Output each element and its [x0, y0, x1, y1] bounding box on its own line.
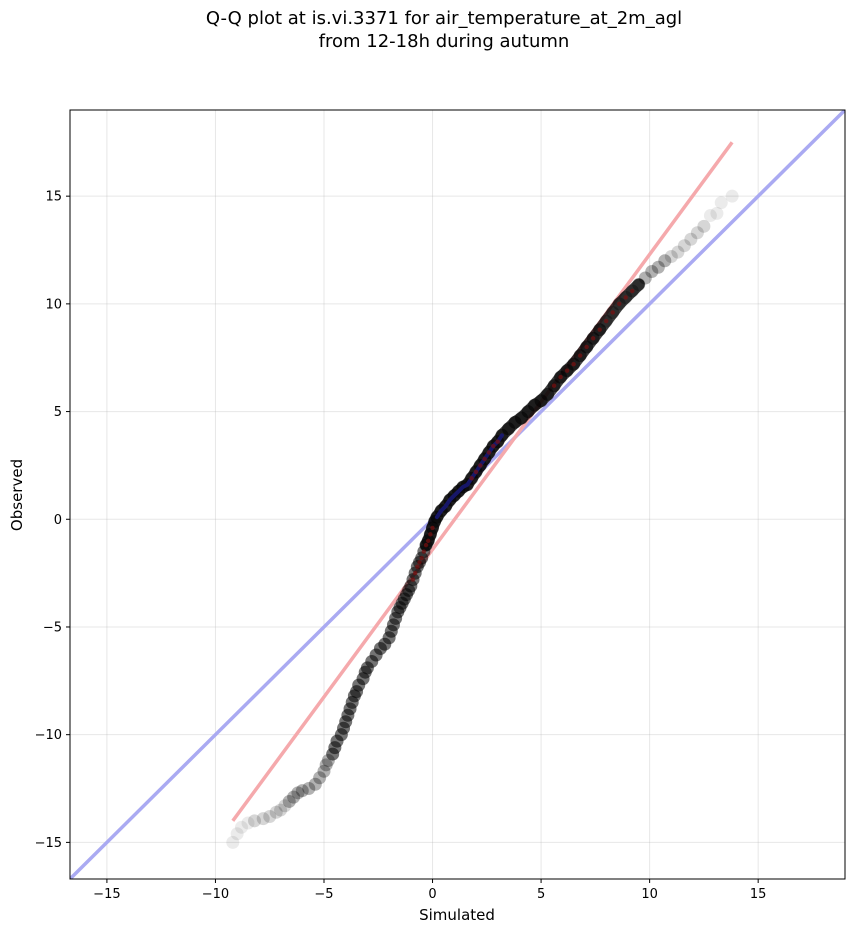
quantile-point	[282, 794, 296, 808]
quantile-point	[671, 245, 685, 259]
dense-red-overlap	[630, 288, 635, 294]
dense-red-overlap	[491, 443, 496, 449]
x-tick-label: −15	[93, 887, 120, 902]
dense-red-overlap	[558, 374, 563, 380]
y-tick-label: 5	[54, 405, 62, 420]
y-tick-label: 0	[54, 513, 62, 528]
quantile-point	[313, 771, 327, 785]
quantile-point	[684, 232, 698, 246]
dense-red-overlap	[564, 368, 570, 373]
dense-red-overlap	[473, 469, 479, 475]
dense-red-overlap	[617, 301, 622, 307]
quantile-point	[677, 239, 691, 253]
dense-red-overlap	[482, 456, 487, 462]
x-tick-label: −5	[314, 887, 333, 902]
quantile-point	[319, 758, 333, 772]
dense-red-overlap	[623, 295, 628, 300]
quantile-point	[714, 196, 728, 210]
quantile-point	[651, 260, 665, 274]
dense-red-overlap	[428, 532, 433, 537]
fit-line	[231, 141, 734, 822]
dense-red-overlap	[421, 549, 427, 554]
dense-red-overlap	[478, 463, 483, 468]
dense-red-overlap	[423, 542, 429, 548]
y-tick-label: −10	[35, 728, 62, 743]
axis-ticks: −15 −10 −5 0 5 10 15 −15 −10 −5 0 5 10 15	[35, 190, 767, 902]
quantile-point	[703, 209, 717, 223]
quantile-point	[263, 810, 277, 824]
quantile-point	[248, 814, 262, 828]
quantile-point	[287, 790, 301, 804]
dense-red-overlap	[419, 555, 424, 561]
quantile-point	[291, 786, 305, 800]
x-tick-label: 5	[537, 887, 545, 902]
x-tick-label: 0	[428, 887, 436, 902]
dense-red-overlap	[597, 327, 602, 332]
x-axis-label: Simulated	[419, 906, 495, 924]
dense-red-overlap	[417, 560, 422, 565]
dense-red-overlap	[425, 538, 431, 544]
dense-red-overlap	[430, 525, 435, 531]
quantile-point	[690, 226, 704, 240]
dense-red-overlap	[469, 476, 474, 481]
quantile-point	[725, 189, 739, 203]
quantile-point	[230, 827, 244, 841]
y-tick-label: −15	[35, 836, 62, 851]
quantile-point	[645, 265, 659, 279]
quantile-point	[274, 803, 288, 817]
dense-red-overlap	[495, 439, 500, 444]
quantile-point	[302, 782, 316, 796]
y-axis-label: Observed	[8, 459, 26, 531]
dense-red-overlap	[412, 570, 418, 576]
chart-title-line-1: Q-Q plot at is.vi.3371 for air_temperatu…	[205, 8, 683, 29]
quantile-point	[664, 249, 678, 263]
dense-red-overlap	[577, 353, 583, 358]
quantile-point	[269, 805, 283, 819]
dense-overlay	[410, 278, 645, 582]
quantile-point	[308, 777, 322, 791]
dense-red-overlap	[590, 336, 596, 341]
quantile-point	[710, 206, 724, 220]
quantile-point	[241, 816, 255, 830]
y-tick-label: 15	[45, 190, 62, 205]
dense-red-overlap	[410, 577, 416, 582]
chart-title-line-2: from 12-18h during autumn	[318, 31, 570, 52]
dense-red-overlap	[551, 383, 557, 388]
quantile-point	[226, 835, 240, 849]
x-tick-label: 10	[641, 887, 658, 902]
plot-frame	[69, 109, 846, 880]
grid-lines	[70, 110, 845, 879]
quantile-point	[697, 219, 711, 233]
quantile-point	[256, 812, 270, 826]
x-tick-label: 15	[750, 887, 767, 902]
y-tick-label: −5	[43, 620, 62, 635]
quantile-point	[317, 764, 331, 778]
quantile-point	[234, 820, 248, 834]
quantile-point	[658, 254, 672, 268]
dense-red-overlap	[604, 318, 609, 324]
dense-red-overlap	[486, 450, 492, 455]
dense-red-overlap	[571, 361, 576, 367]
quantile-point	[278, 799, 292, 813]
y-tick-label: 10	[45, 297, 62, 312]
dense-red-overlap	[610, 310, 615, 315]
x-tick-label: −10	[202, 887, 229, 902]
dense-blue-overlap	[434, 433, 504, 520]
dense-red-overlap	[415, 564, 420, 569]
quantile-point	[295, 784, 309, 798]
dense-red-overlap	[584, 344, 589, 350]
